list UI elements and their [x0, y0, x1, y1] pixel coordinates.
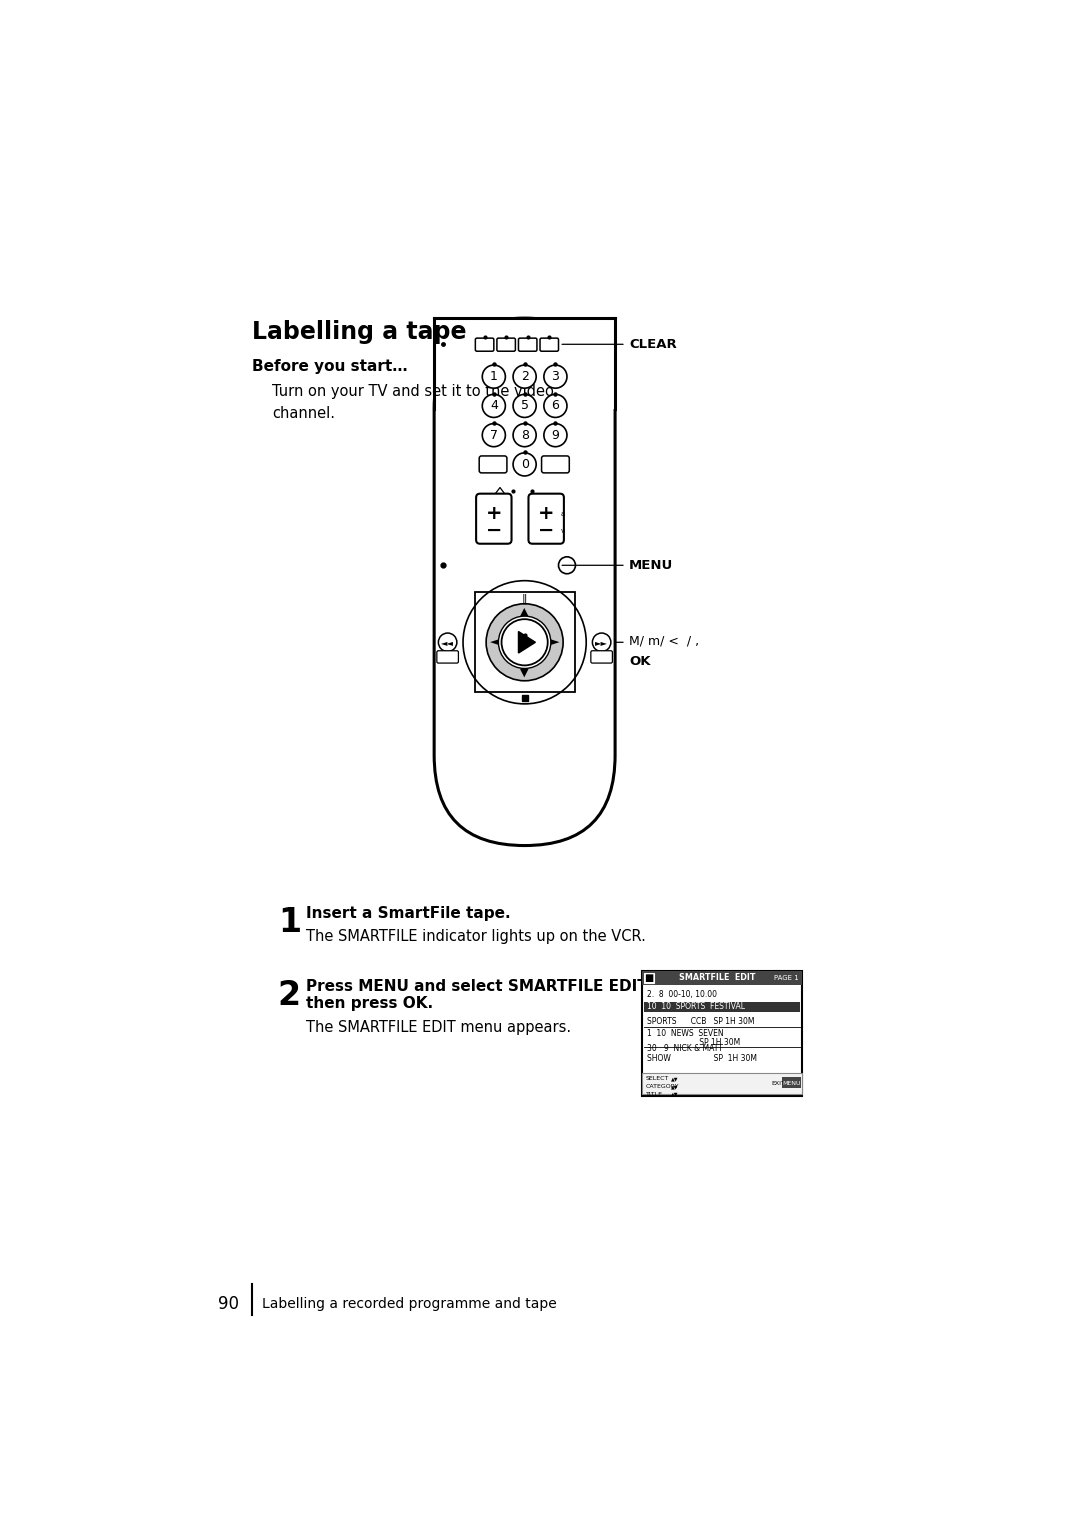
Text: Insert a SmartFile tape.: Insert a SmartFile tape.	[306, 906, 510, 920]
Text: 1  10  NEWS  SEVEN: 1 10 NEWS SEVEN	[647, 1028, 724, 1038]
Text: EXIT: EXIT	[771, 1080, 785, 1086]
Text: 10  10  SPORTS  FESTIVAL: 10 10 SPORTS FESTIVAL	[647, 1002, 745, 1012]
Text: 30   9  NICK & MATT: 30 9 NICK & MATT	[647, 1044, 723, 1053]
Circle shape	[483, 394, 505, 417]
Circle shape	[593, 633, 611, 651]
Text: Before you start…: Before you start…	[252, 359, 407, 374]
Text: v: v	[561, 527, 565, 533]
Text: 9: 9	[552, 429, 559, 442]
Text: Labelling a recorded programme and tape: Labelling a recorded programme and tape	[262, 1297, 557, 1311]
Bar	[434, 318, 616, 408]
Text: SP 1H 30M: SP 1H 30M	[647, 1038, 740, 1047]
Bar	[474, 593, 575, 692]
Text: 6: 6	[552, 399, 559, 413]
Circle shape	[544, 423, 567, 446]
Bar	[782, 1077, 800, 1088]
FancyBboxPatch shape	[518, 338, 537, 351]
Circle shape	[483, 365, 505, 388]
Text: MENU: MENU	[782, 1080, 800, 1086]
Text: The SMARTFILE EDIT menu appears.: The SMARTFILE EDIT menu appears.	[306, 1021, 570, 1036]
Text: SELECT: SELECT	[646, 1076, 670, 1082]
Text: 0: 0	[521, 458, 528, 471]
Text: CATEGORY: CATEGORY	[646, 1083, 679, 1089]
Text: −: −	[538, 521, 554, 539]
Text: +: +	[486, 504, 502, 523]
FancyBboxPatch shape	[475, 338, 494, 351]
Text: 7: 7	[490, 429, 498, 442]
Text: 8: 8	[521, 429, 528, 442]
FancyBboxPatch shape	[528, 494, 564, 544]
Circle shape	[438, 633, 457, 651]
Text: −: −	[486, 521, 502, 539]
Text: 2: 2	[278, 979, 301, 1012]
Circle shape	[513, 394, 536, 417]
FancyBboxPatch shape	[436, 651, 458, 663]
Text: CLEAR: CLEAR	[629, 338, 677, 351]
Circle shape	[463, 581, 586, 704]
Text: ■: ■	[645, 973, 653, 983]
FancyBboxPatch shape	[480, 455, 507, 472]
FancyBboxPatch shape	[497, 338, 515, 351]
Text: Press MENU and select SMARTFILE EDIT,
then press OK.: Press MENU and select SMARTFILE EDIT, th…	[306, 979, 651, 1012]
Text: ◄◄: ◄◄	[441, 637, 454, 646]
Text: SMARTFILE  EDIT: SMARTFILE EDIT	[679, 973, 756, 983]
Text: 1: 1	[490, 370, 498, 384]
Text: 1: 1	[278, 906, 301, 938]
Circle shape	[544, 394, 567, 417]
Bar	[644, 973, 654, 984]
Text: ►►: ►►	[595, 637, 608, 646]
Bar	[645, 1002, 800, 1012]
Circle shape	[513, 452, 536, 475]
Text: ►: ►	[551, 637, 559, 648]
FancyBboxPatch shape	[540, 338, 558, 351]
Bar	[642, 972, 802, 986]
Circle shape	[544, 365, 567, 388]
Text: ▼: ▼	[521, 668, 529, 678]
Text: ▲▼: ▲▼	[672, 1076, 679, 1082]
Bar	[642, 972, 802, 1096]
Text: ▲▼: ▲▼	[672, 1093, 679, 1097]
FancyBboxPatch shape	[591, 651, 612, 663]
Circle shape	[486, 604, 563, 681]
Text: SPORTS      CCB   SP 1H 30M: SPORTS CCB SP 1H 30M	[647, 1016, 754, 1025]
Text: 90: 90	[218, 1294, 240, 1313]
Circle shape	[513, 423, 536, 446]
Text: 2: 2	[521, 370, 528, 384]
Circle shape	[499, 616, 551, 668]
Text: Turn on your TV and set it to the video
channel.: Turn on your TV and set it to the video …	[272, 384, 554, 420]
FancyBboxPatch shape	[434, 318, 616, 845]
Polygon shape	[518, 631, 536, 652]
Text: M/ m/ <  / ,: M/ m/ < / ,	[629, 634, 699, 648]
FancyBboxPatch shape	[476, 494, 512, 544]
Text: OK: OK	[629, 654, 650, 668]
Text: Labelling a tape: Labelling a tape	[252, 321, 467, 344]
Circle shape	[513, 365, 536, 388]
Text: ◄: ◄	[489, 637, 498, 648]
Bar	[642, 1073, 802, 1094]
Circle shape	[501, 619, 548, 665]
Text: ▲: ▲	[521, 607, 529, 616]
Text: ‖: ‖	[522, 593, 527, 604]
Circle shape	[483, 423, 505, 446]
Text: The SMARTFILE indicator lights up on the VCR.: The SMARTFILE indicator lights up on the…	[306, 929, 646, 944]
Text: PAGE 1: PAGE 1	[774, 975, 799, 981]
Text: 2.  8  00-10, 10.00: 2. 8 00-10, 10.00	[647, 990, 717, 999]
Text: a: a	[561, 510, 565, 516]
Text: TITLE: TITLE	[646, 1093, 663, 1097]
Text: +: +	[538, 504, 554, 523]
Text: ▲▼: ▲▼	[672, 1083, 679, 1089]
Text: 5: 5	[521, 399, 528, 413]
Text: MENU: MENU	[629, 559, 673, 571]
Text: 4: 4	[490, 399, 498, 413]
Text: 3: 3	[552, 370, 559, 384]
Text: SHOW                  SP  1H 30M: SHOW SP 1H 30M	[647, 1054, 757, 1062]
Circle shape	[558, 556, 576, 573]
FancyBboxPatch shape	[541, 455, 569, 472]
